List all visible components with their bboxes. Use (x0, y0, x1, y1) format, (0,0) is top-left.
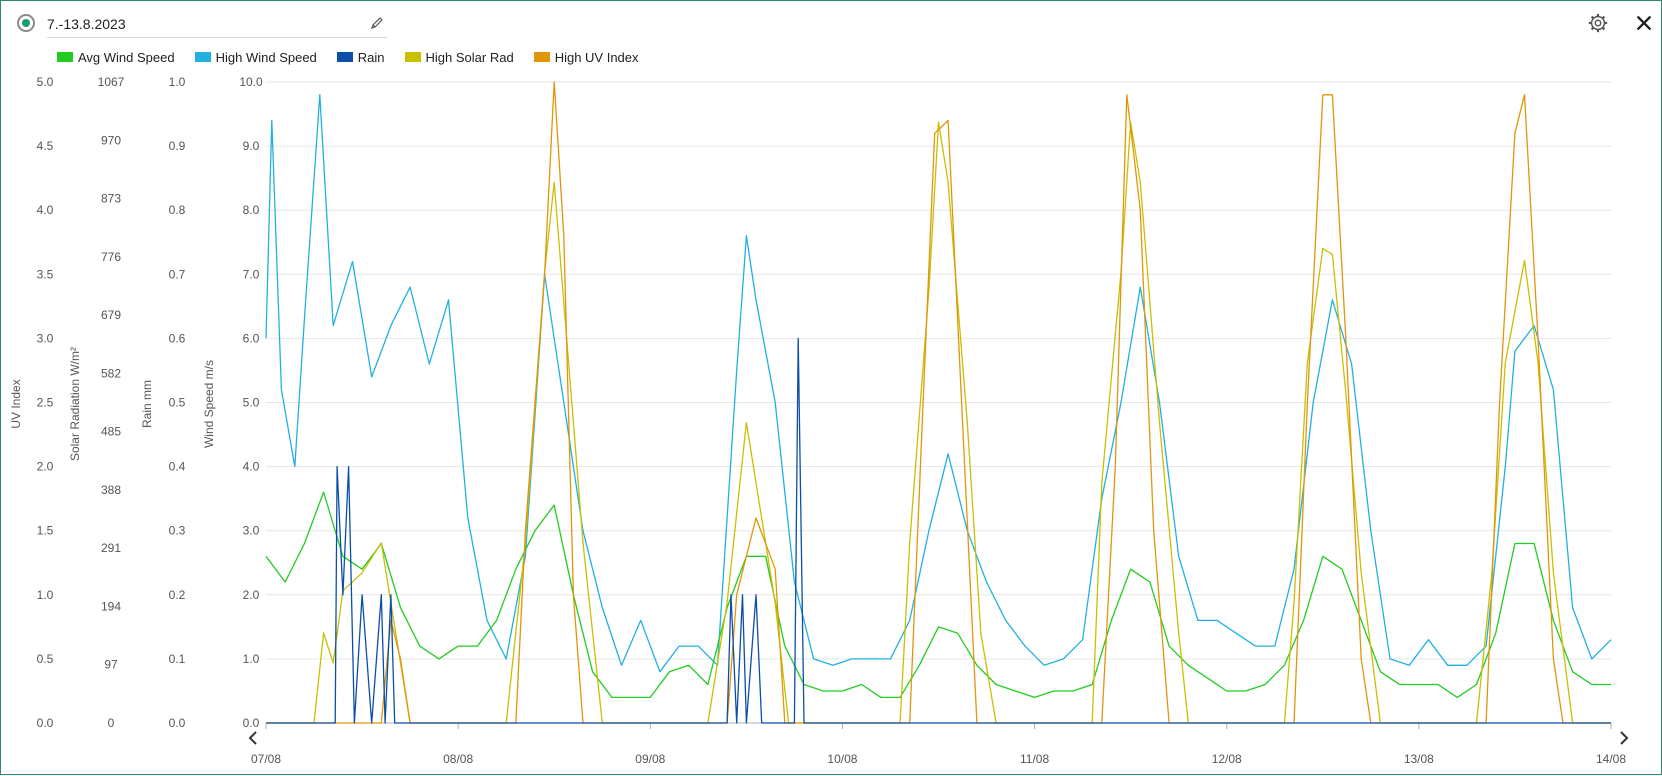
date-range-text: 7.-13.8.2023 (47, 16, 126, 32)
y-tick-label: 0.5 (169, 396, 186, 410)
y-tick-label: 679 (101, 308, 121, 322)
series-line (265, 491, 1611, 699)
x-tick-label: 07/08 (251, 752, 281, 766)
legend-item[interactable]: Avg Wind Speed (57, 48, 175, 66)
legend-swatch (336, 52, 353, 62)
y-tick-label: 4.5 (37, 139, 54, 153)
y-axis-title: UV Index (9, 379, 23, 428)
y-axis-title: Wind Speed m/s (202, 360, 216, 448)
y-tick-label: 9.0 (243, 139, 260, 153)
y-tick-label: 0 (108, 716, 115, 730)
y-tick-label: 388 (101, 483, 121, 497)
legend-label: High Wind Speed (215, 49, 317, 65)
legend-item[interactable]: High UV Index (533, 48, 639, 66)
y-tick-label: 3.0 (37, 331, 54, 345)
y-tick-label: 0.7 (169, 267, 186, 281)
y-tick-label: 1.0 (243, 652, 260, 666)
y-tick-label: 1.0 (169, 75, 186, 89)
y-tick-label: 0.0 (169, 716, 186, 730)
header: 7.-13.8.2023 (15, 11, 1655, 38)
y-axis-title: Solar Radiation W/m² (68, 347, 82, 461)
y-tick-label: 0.0 (243, 716, 260, 730)
y-tick-label: 4.0 (243, 460, 260, 474)
x-tick-label: 08/08 (443, 752, 473, 766)
y-tick-label: 0.9 (169, 139, 186, 153)
y-tick-label: 0.5 (37, 652, 54, 666)
chart-legend: Avg Wind Speed High Wind Speed Rain High So… (57, 48, 639, 66)
x-tick-label: 09/08 (635, 752, 665, 766)
legend-item[interactable]: Rain (336, 48, 385, 66)
y-tick-label: 582 (101, 366, 121, 380)
y-tick-label: 194 (101, 599, 121, 613)
legend-label: Rain (357, 49, 385, 65)
x-tick-label: 14/08 (1596, 752, 1626, 766)
y-tick-label: 291 (101, 541, 121, 555)
legend-swatch (404, 52, 421, 62)
y-tick-label: 0.6 (169, 331, 186, 345)
y-tick-label: 0.2 (169, 588, 186, 602)
y-tick-label: 4.0 (37, 203, 54, 217)
y-tick-label: 1.5 (37, 524, 54, 538)
legend-swatch (194, 52, 211, 62)
y-tick-label: 0.8 (169, 203, 186, 217)
legend-item[interactable]: High Wind Speed (194, 48, 317, 66)
y-tick-label: 0.1 (169, 652, 186, 666)
y-tick-label: 10.0 (239, 75, 263, 89)
legend-label: Avg Wind Speed (78, 49, 175, 65)
radio-selected-icon[interactable] (17, 14, 35, 32)
y-tick-label: 0.0 (37, 716, 54, 730)
y-tick-label: 3.5 (37, 267, 54, 281)
y-tick-label: 873 (101, 192, 121, 206)
x-tick-label: 12/08 (1212, 752, 1242, 766)
legend-item[interactable]: High Solar Rad (404, 48, 514, 66)
y-tick-label: 5.0 (37, 75, 54, 89)
legend-label: High UV Index (554, 49, 639, 65)
y-tick-label: 776 (101, 250, 121, 264)
y-tick-label: 970 (101, 133, 121, 147)
legend-label: High Solar Rad (425, 49, 514, 65)
chevron-left-icon[interactable] (245, 729, 261, 747)
series-line (266, 121, 1611, 724)
y-tick-label: 7.0 (243, 267, 260, 281)
y-tick-label: 0.3 (169, 524, 186, 538)
x-tick-label: 13/08 (1404, 752, 1434, 766)
y-tick-label: 2.0 (243, 588, 260, 602)
y-tick-label: 6.0 (243, 331, 260, 345)
y-tick-label: 0.4 (169, 460, 186, 474)
y-tick-label: 485 (101, 425, 121, 439)
y-tick-label: 5.0 (243, 396, 260, 410)
y-axis-title: Rain mm (140, 380, 154, 428)
pencil-icon[interactable] (369, 15, 385, 31)
y-tick-label: 1.0 (37, 588, 54, 602)
y-tick-label: 1067 (98, 75, 125, 89)
y-tick-label: 3.0 (243, 524, 260, 538)
series-line (265, 94, 1612, 673)
legend-swatch (533, 52, 550, 62)
x-tick-label: 10/08 (827, 752, 857, 766)
chevron-right-icon[interactable] (1616, 729, 1632, 747)
x-tick-label: 11/08 (1020, 752, 1049, 766)
y-tick-label: 8.0 (243, 203, 260, 217)
date-range-field[interactable]: 7.-13.8.2023 (47, 11, 387, 38)
y-tick-label: 97 (104, 658, 118, 672)
y-tick-label: 2.5 (37, 396, 54, 410)
close-icon[interactable] (1633, 12, 1655, 34)
gear-icon[interactable] (1587, 12, 1609, 34)
y-tick-label: 2.0 (37, 460, 54, 474)
series-line (266, 337, 1611, 724)
legend-swatch (57, 52, 73, 62)
